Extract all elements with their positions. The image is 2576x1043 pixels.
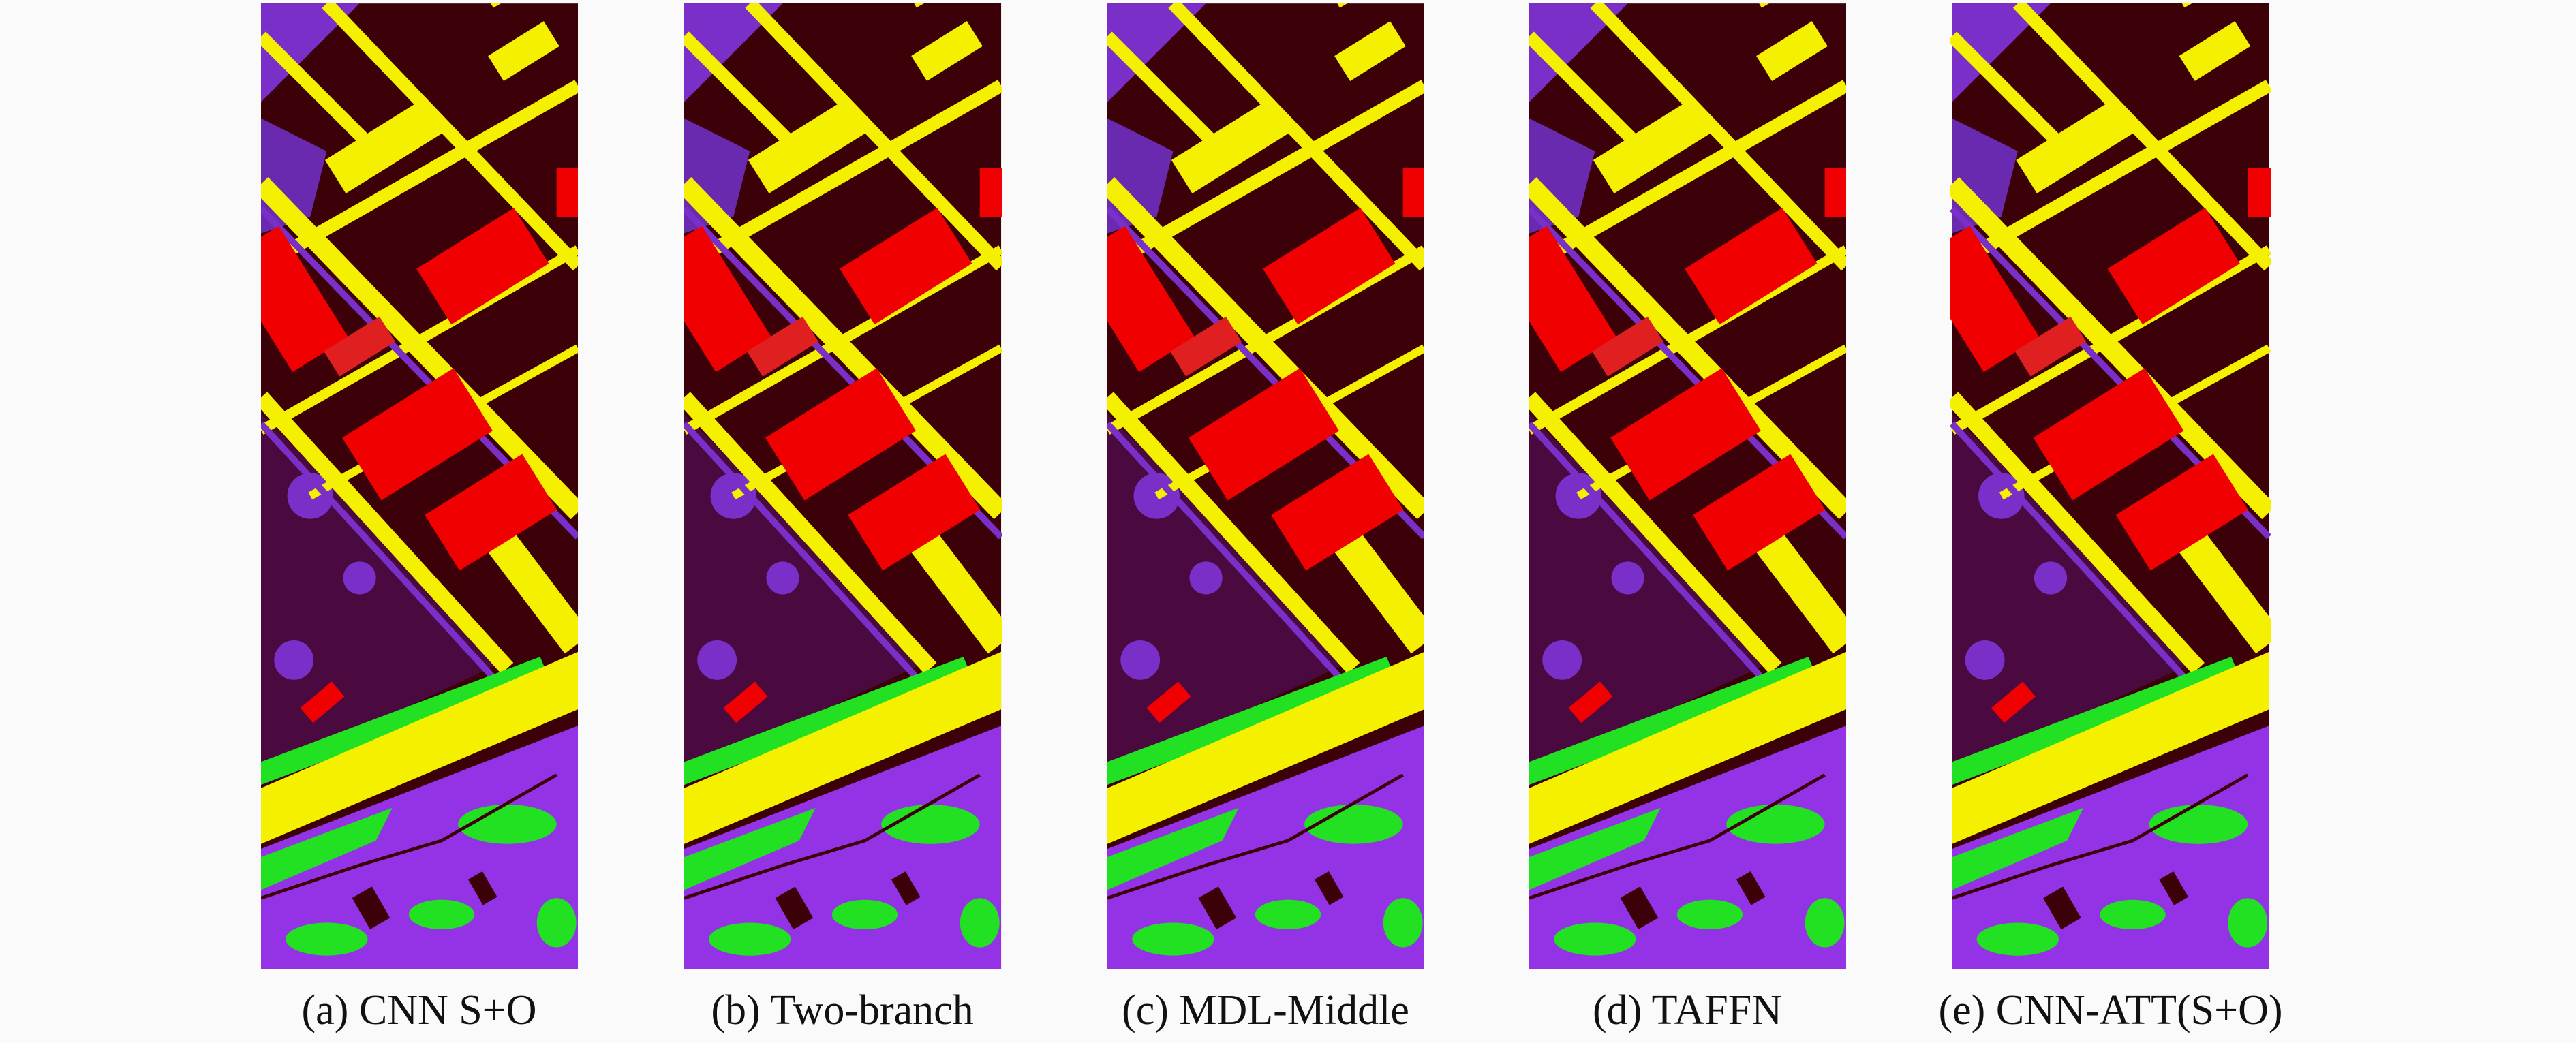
caption: (c) MDL-Middle — [1122, 987, 1409, 1033]
caption: (b) Two-branch — [711, 987, 974, 1033]
classification-map — [223, 0, 589, 969]
caption: (a) CNN S+O — [301, 987, 537, 1033]
classification-map — [1491, 0, 1858, 969]
caption: (e) CNN-ATT(S+O) — [1938, 987, 2283, 1033]
panels — [0, 0, 2576, 981]
classification-map — [646, 0, 1013, 969]
classification-map — [1069, 0, 1436, 969]
caption: (d) TAFFN — [1592, 987, 1783, 1033]
classification-map — [1914, 0, 2281, 969]
